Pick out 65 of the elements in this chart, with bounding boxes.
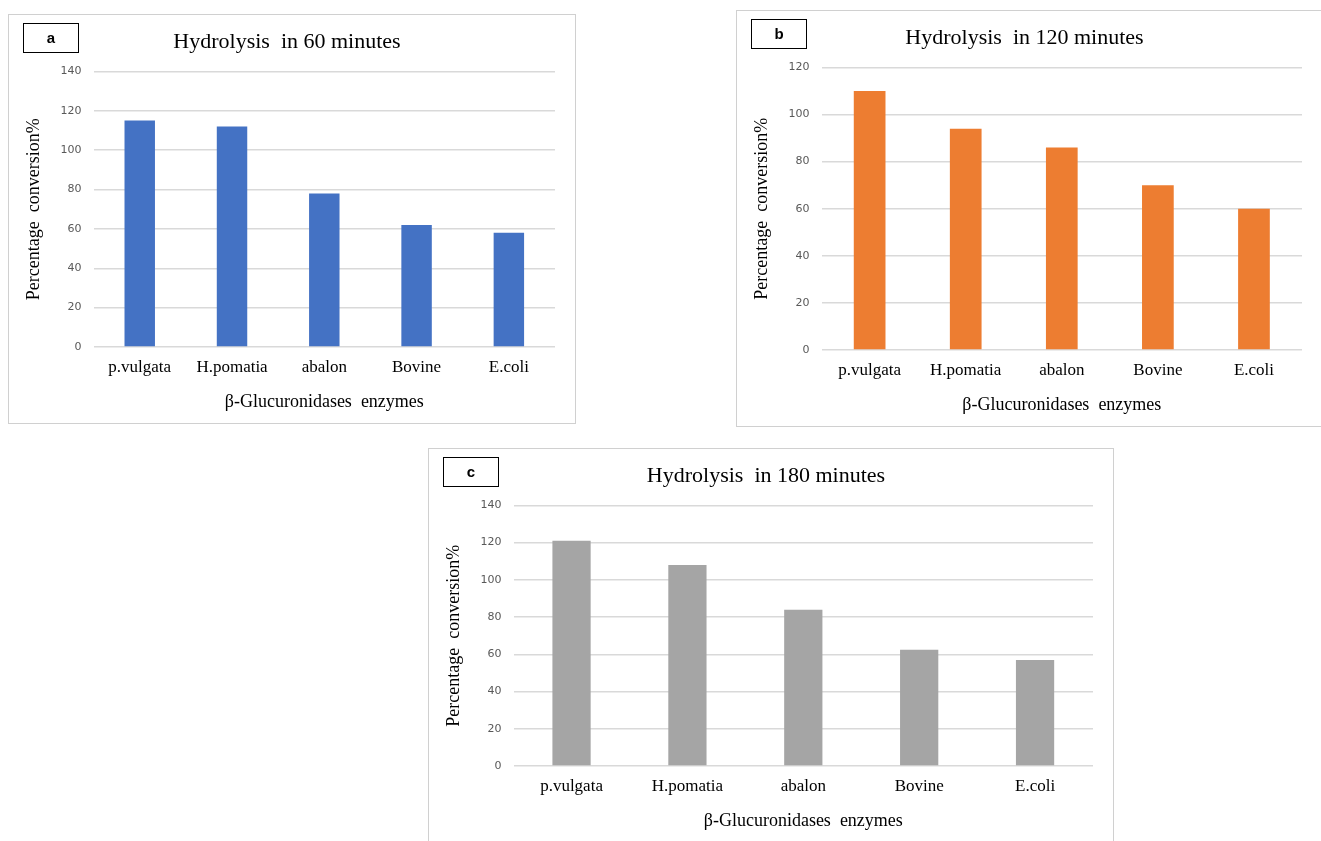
bar bbox=[900, 649, 939, 766]
y-tick-label: 100 bbox=[60, 143, 82, 156]
text: c bbox=[443, 457, 499, 487]
y-tick-label: 40 bbox=[795, 248, 810, 262]
y-tick-label: 0 bbox=[802, 342, 810, 356]
y-tick-label: 80 bbox=[67, 182, 82, 196]
chart-title: Hydrolysis in 60 minutes bbox=[173, 27, 401, 53]
x-tick-label: abalon bbox=[1039, 359, 1085, 379]
x-tick-label: p.vulgata bbox=[838, 359, 902, 379]
x-axis-title: β-Glucuronidases enzymes bbox=[962, 393, 1162, 414]
y-axis-title: Percentage conversion% bbox=[22, 118, 43, 301]
x-axis-title: β-Glucuronidases enzymes bbox=[703, 809, 903, 830]
text: b bbox=[751, 19, 807, 49]
x-tick-label: p.vulgata bbox=[540, 775, 604, 795]
y-tick-label: 60 bbox=[487, 647, 502, 661]
bar bbox=[1045, 147, 1078, 350]
x-tick-label: Bovine bbox=[894, 775, 944, 795]
y-tick-label: 140 bbox=[480, 498, 502, 512]
x-tick-label: E.coli bbox=[1014, 775, 1056, 795]
x-axis-title: β-Glucuronidases enzymes bbox=[224, 390, 424, 411]
x-tick-label: H.pomatia bbox=[930, 359, 1002, 379]
bar bbox=[552, 540, 591, 766]
x-tick-label: H.pomatia bbox=[196, 356, 269, 376]
x-tick-label: Bovine bbox=[392, 356, 442, 376]
text: a bbox=[23, 23, 79, 53]
bar bbox=[216, 126, 248, 347]
bar bbox=[1015, 659, 1055, 766]
bar bbox=[668, 564, 707, 766]
x-tick-label: abalon bbox=[780, 775, 827, 795]
x-tick-label: H.pomatia bbox=[651, 775, 724, 795]
y-tick-label: 140 bbox=[60, 64, 82, 78]
bar bbox=[949, 128, 982, 350]
y-tick-label: 100 bbox=[788, 107, 810, 121]
bar bbox=[853, 90, 886, 350]
bar bbox=[493, 232, 525, 347]
y-tick-label: 20 bbox=[487, 721, 502, 735]
y-tick-label: 0 bbox=[494, 758, 502, 772]
y-tick-label: 100 bbox=[480, 572, 502, 586]
x-tick-label: E.coli bbox=[488, 356, 530, 376]
chart-title: Hydrolysis in 180 minutes bbox=[646, 461, 886, 487]
y-tick-label: 60 bbox=[795, 201, 810, 215]
y-tick-label: 120 bbox=[788, 60, 810, 74]
bar bbox=[1238, 208, 1270, 350]
x-tick-label: E.coli bbox=[1233, 359, 1275, 379]
y-tick-label: 60 bbox=[67, 221, 82, 235]
bar bbox=[401, 224, 432, 347]
y-tick-label: 120 bbox=[480, 535, 502, 549]
y-axis-title: Percentage conversion% bbox=[750, 117, 771, 300]
x-tick-label: abalon bbox=[301, 356, 348, 376]
bar bbox=[784, 609, 823, 766]
y-tick-label: 80 bbox=[487, 609, 502, 623]
y-tick-label: 20 bbox=[795, 295, 810, 309]
y-tick-label: 40 bbox=[67, 261, 82, 275]
x-tick-label: Bovine bbox=[1133, 359, 1183, 379]
y-tick-label: 120 bbox=[60, 103, 82, 117]
y-tick-label: 20 bbox=[67, 300, 82, 314]
chart-title: Hydrolysis in 120 minutes bbox=[905, 23, 1144, 49]
y-tick-label: 40 bbox=[487, 684, 502, 698]
y-axis-title: Percentage conversion% bbox=[442, 544, 463, 727]
y-tick-label: 80 bbox=[795, 154, 810, 168]
y-tick-label: 0 bbox=[74, 339, 82, 353]
bar bbox=[1142, 185, 1174, 350]
bar bbox=[309, 193, 340, 347]
x-tick-label: p.vulgata bbox=[108, 356, 172, 376]
bar bbox=[124, 120, 155, 347]
